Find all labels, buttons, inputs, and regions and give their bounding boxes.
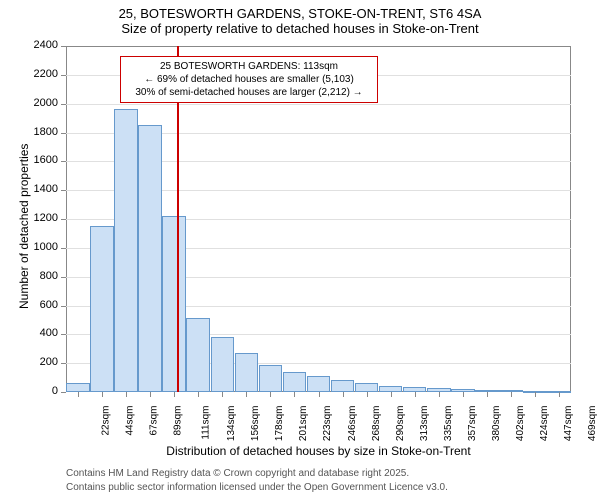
histogram-bar bbox=[355, 383, 379, 392]
histogram-bar bbox=[259, 365, 283, 392]
x-tick-label: 201sqm bbox=[298, 406, 309, 442]
y-tick bbox=[61, 104, 66, 105]
y-tick-label: 800 bbox=[26, 270, 58, 282]
y-tick bbox=[61, 161, 66, 162]
x-tick-label: 380sqm bbox=[491, 406, 502, 442]
y-tick-label: 400 bbox=[26, 327, 58, 339]
histogram-bar bbox=[114, 109, 138, 392]
y-tick-label: 2200 bbox=[26, 68, 58, 80]
y-tick-label: 0 bbox=[26, 385, 58, 397]
histogram-bar bbox=[235, 353, 259, 392]
y-tick bbox=[61, 133, 66, 134]
x-tick bbox=[78, 392, 79, 397]
x-tick-label: 313sqm bbox=[419, 406, 430, 442]
annotation-line-3: 30% of semi-detached houses are larger (… bbox=[127, 86, 371, 99]
histogram-bar bbox=[162, 216, 186, 392]
x-tick-label: 178sqm bbox=[274, 406, 285, 442]
grid-line bbox=[66, 104, 571, 105]
histogram-bar bbox=[331, 380, 355, 392]
x-tick bbox=[367, 392, 368, 397]
title-block: 25, BOTESWORTH GARDENS, STOKE-ON-TRENT, … bbox=[0, 0, 600, 38]
annotation-box: 25 BOTESWORTH GARDENS: 113sqm ← 69% of d… bbox=[120, 56, 378, 103]
x-tick bbox=[415, 392, 416, 397]
x-tick bbox=[102, 392, 103, 397]
chart-title-sub: Size of property relative to detached ho… bbox=[0, 21, 600, 36]
x-tick bbox=[222, 392, 223, 397]
y-tick bbox=[61, 277, 66, 278]
y-tick bbox=[61, 392, 66, 393]
annotation-line-2: ← 69% of detached houses are smaller (5,… bbox=[127, 73, 371, 86]
x-tick-label: 134sqm bbox=[226, 406, 237, 442]
footer-line-2: Contains public sector information licen… bbox=[66, 482, 448, 493]
y-tick-label: 1200 bbox=[26, 212, 58, 224]
x-tick bbox=[439, 392, 440, 397]
chart-container: 25, BOTESWORTH GARDENS, STOKE-ON-TRENT, … bbox=[0, 0, 600, 500]
x-tick-label: 223sqm bbox=[323, 406, 334, 442]
x-tick-label: 424sqm bbox=[539, 406, 550, 442]
histogram-bar bbox=[90, 226, 114, 392]
y-tick-label: 2400 bbox=[26, 39, 58, 51]
histogram-bar bbox=[66, 383, 90, 392]
x-tick-label: 111sqm bbox=[201, 406, 212, 440]
y-tick bbox=[61, 219, 66, 220]
y-tick-label: 1600 bbox=[26, 154, 58, 166]
x-tick-label: 22sqm bbox=[101, 406, 112, 436]
x-tick bbox=[270, 392, 271, 397]
x-tick-label: 268sqm bbox=[371, 406, 382, 442]
x-tick-label: 246sqm bbox=[347, 406, 358, 442]
x-tick-label: 67sqm bbox=[149, 406, 160, 436]
y-tick-label: 600 bbox=[26, 299, 58, 311]
x-tick-label: 156sqm bbox=[250, 406, 261, 442]
y-tick bbox=[61, 363, 66, 364]
x-tick-label: 290sqm bbox=[395, 406, 406, 442]
x-tick bbox=[535, 392, 536, 397]
y-tick bbox=[61, 46, 66, 47]
x-tick bbox=[391, 392, 392, 397]
x-axis-label: Distribution of detached houses by size … bbox=[66, 444, 571, 458]
x-tick bbox=[294, 392, 295, 397]
histogram-bar bbox=[211, 337, 235, 392]
y-tick-label: 200 bbox=[26, 356, 58, 368]
y-tick-label: 1000 bbox=[26, 241, 58, 253]
x-tick bbox=[559, 392, 560, 397]
x-tick-label: 447sqm bbox=[563, 406, 574, 442]
y-tick bbox=[61, 190, 66, 191]
x-tick-label: 469sqm bbox=[587, 406, 598, 442]
y-tick bbox=[61, 334, 66, 335]
chart-title-main: 25, BOTESWORTH GARDENS, STOKE-ON-TRENT, … bbox=[0, 6, 600, 21]
x-tick bbox=[198, 392, 199, 397]
y-tick-label: 1400 bbox=[26, 183, 58, 195]
x-tick-label: 89sqm bbox=[173, 406, 184, 436]
y-tick bbox=[61, 248, 66, 249]
x-tick-label: 357sqm bbox=[467, 406, 478, 442]
y-tick bbox=[61, 306, 66, 307]
annotation-line-1: 25 BOTESWORTH GARDENS: 113sqm bbox=[127, 60, 371, 73]
footer-line-1: Contains HM Land Registry data © Crown c… bbox=[66, 468, 409, 479]
x-tick bbox=[246, 392, 247, 397]
x-tick bbox=[463, 392, 464, 397]
histogram-bar bbox=[138, 125, 162, 392]
x-tick-label: 402sqm bbox=[515, 406, 526, 442]
y-tick-label: 1800 bbox=[26, 126, 58, 138]
y-tick-label: 2000 bbox=[26, 97, 58, 109]
x-tick bbox=[174, 392, 175, 397]
x-tick-label: 44sqm bbox=[125, 406, 136, 436]
x-tick bbox=[319, 392, 320, 397]
x-tick-label: 335sqm bbox=[443, 406, 454, 442]
histogram-bar bbox=[307, 376, 331, 392]
x-tick bbox=[343, 392, 344, 397]
y-tick bbox=[61, 75, 66, 76]
x-tick bbox=[487, 392, 488, 397]
histogram-bar bbox=[186, 318, 210, 392]
x-tick bbox=[150, 392, 151, 397]
x-tick bbox=[126, 392, 127, 397]
histogram-bar bbox=[283, 372, 307, 392]
x-tick bbox=[511, 392, 512, 397]
histogram-bar bbox=[379, 386, 403, 392]
